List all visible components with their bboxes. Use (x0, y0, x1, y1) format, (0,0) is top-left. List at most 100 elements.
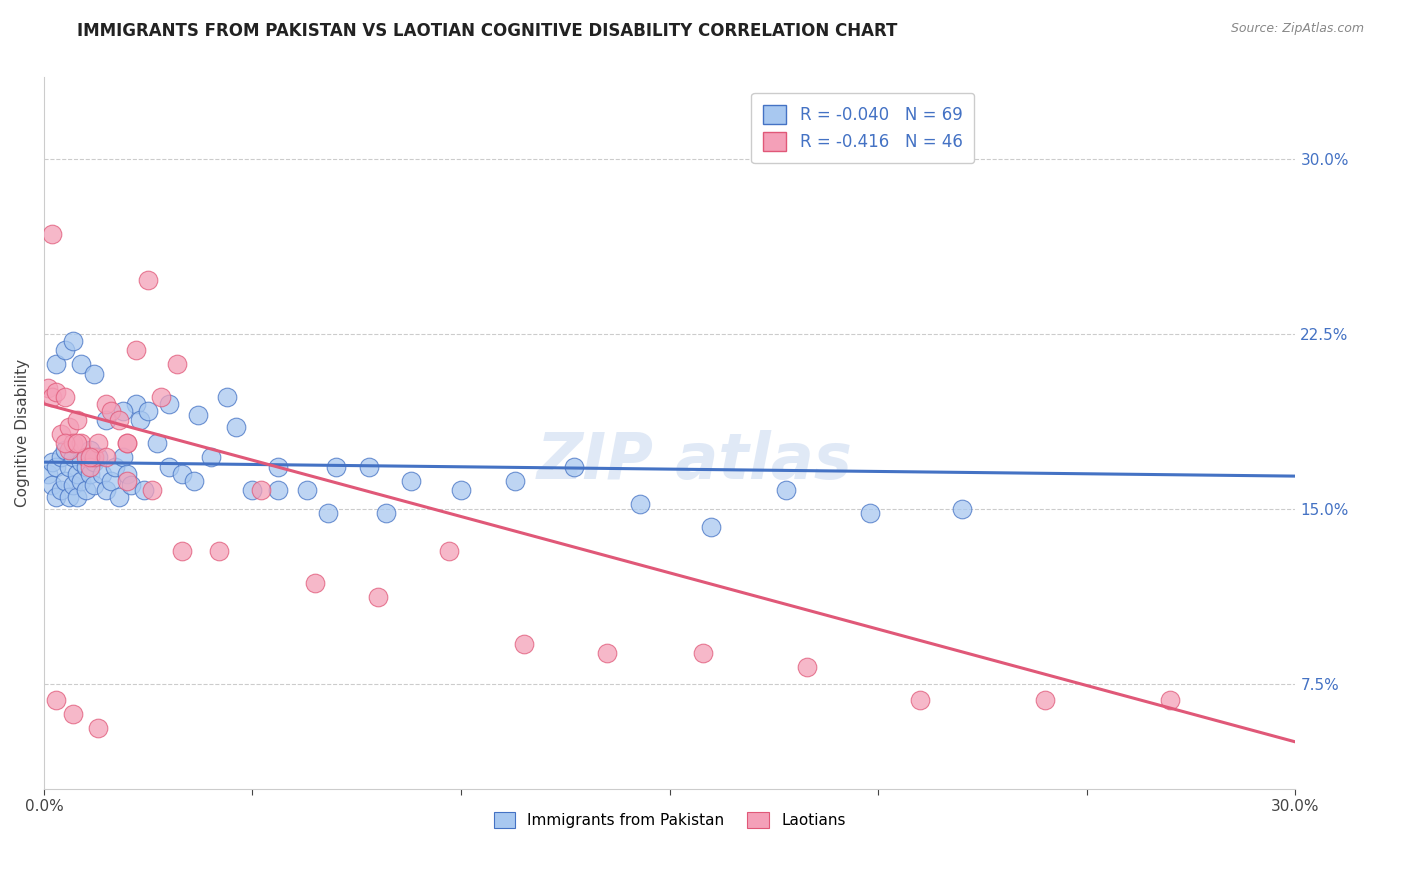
Point (66, 436, 89, 450)
Point (87, 436, 110, 450)
Point (367, 591, 389, 605)
Point (58, 420, 80, 434)
Point (49, 427, 72, 442)
Point (53, 443, 76, 458)
Point (250, 483, 273, 497)
Y-axis label: Cognitive Disability: Cognitive Disability (15, 359, 30, 507)
Point (87, 721, 110, 735)
Point (45, 459, 67, 474)
Point (117, 436, 139, 450)
Point (141, 483, 163, 497)
Point (37, 467, 59, 481)
Point (79, 467, 101, 481)
Point (316, 507, 339, 521)
Point (45, 693, 67, 707)
Point (1159, 693, 1181, 707)
Point (266, 459, 288, 474)
Point (83, 367, 105, 381)
Point (62, 706, 84, 721)
Point (596, 646, 619, 660)
Point (108, 413, 131, 427)
Point (325, 459, 347, 474)
Point (104, 459, 127, 474)
Point (359, 459, 381, 474)
Point (796, 660, 818, 674)
Point (100, 404, 122, 418)
Point (53, 390, 76, 404)
Point (62, 334, 84, 348)
Point (45, 490, 67, 504)
Point (145, 436, 167, 450)
Point (75, 450, 97, 465)
Point (225, 420, 247, 434)
Point (505, 474, 527, 488)
Point (200, 450, 222, 465)
Point (83, 478, 105, 492)
Point (242, 483, 264, 497)
Point (187, 409, 209, 423)
Text: Source: ZipAtlas.com: Source: ZipAtlas.com (1230, 22, 1364, 36)
Point (62, 450, 84, 465)
Point (96, 397, 118, 411)
Point (157, 397, 180, 411)
Point (117, 467, 139, 481)
Legend: Immigrants from Pakistan, Laotians: Immigrants from Pakistan, Laotians (488, 806, 852, 834)
Point (45, 385, 67, 400)
Point (304, 576, 326, 591)
Point (75, 459, 97, 474)
Point (83, 455, 105, 469)
Point (53, 474, 76, 488)
Point (58, 459, 80, 474)
Point (70, 474, 93, 488)
Point (49, 450, 72, 465)
Point (217, 390, 239, 404)
Point (908, 693, 931, 707)
Point (58, 443, 80, 458)
Point (117, 474, 139, 488)
Point (775, 483, 797, 497)
Point (128, 413, 150, 427)
Point (41, 478, 63, 492)
Point (450, 483, 472, 497)
Point (132, 483, 155, 497)
Point (295, 483, 318, 497)
Point (70, 436, 93, 450)
Point (41, 455, 63, 469)
Point (700, 520, 723, 534)
Point (108, 490, 131, 504)
Point (66, 490, 89, 504)
Point (136, 404, 159, 418)
Point (66, 467, 89, 481)
Point (170, 543, 193, 558)
Point (96, 413, 118, 427)
Point (83, 450, 105, 465)
Point (79, 459, 101, 474)
Text: ZIP atlas: ZIP atlas (537, 431, 852, 492)
Point (117, 436, 139, 450)
Point (166, 357, 188, 371)
Point (79, 443, 101, 458)
Point (112, 450, 135, 465)
Point (53, 343, 76, 358)
Point (692, 646, 714, 660)
Point (87, 450, 110, 465)
Point (437, 543, 460, 558)
Point (62, 478, 84, 492)
Point (100, 474, 122, 488)
Point (91, 467, 114, 481)
Point (79, 450, 101, 465)
Point (70, 357, 93, 371)
Point (124, 397, 146, 411)
Point (208, 543, 231, 558)
Point (266, 483, 288, 497)
Point (58, 490, 80, 504)
Point (66, 413, 89, 427)
Point (375, 507, 398, 521)
Point (124, 343, 146, 358)
Point (136, 273, 159, 287)
Point (37, 380, 59, 394)
Point (149, 390, 172, 404)
Point (53, 436, 76, 450)
Point (49, 483, 72, 497)
Point (70, 455, 93, 469)
